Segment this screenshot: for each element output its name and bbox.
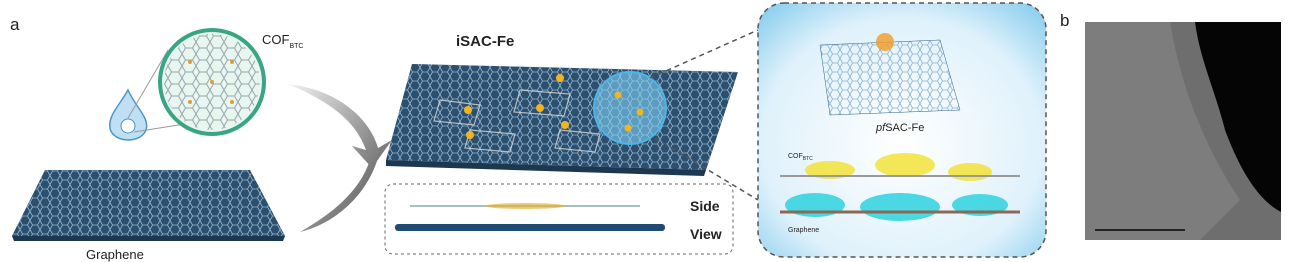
inset-graphene-label: Graphene [788,227,819,234]
arrow [288,84,392,232]
graphene-label: Graphene [86,247,144,262]
isac-sheet [386,64,738,176]
structure-prefix: pf [875,122,886,134]
inset-cof-label: COFBTC [788,153,813,162]
cof-sub: BTC [289,43,303,50]
cof-circle [158,28,266,136]
zoom-line [127,49,169,119]
zoom-line [654,137,759,201]
side-view-box [384,183,734,255]
cof-sub: BTC [803,156,813,162]
zoom-line [649,29,759,79]
panel-title: iSAC-Fe [456,33,514,50]
structure-label: pfSAC-Fe [875,122,924,134]
cof-main: COF [262,32,290,47]
inset [757,2,1047,258]
side-view-label: Side [690,198,720,214]
droplet [109,88,148,141]
microscopy-image [1085,22,1281,240]
cof-main: COF [788,153,803,160]
zoom-line [133,123,186,133]
panel-label: b [1060,11,1069,30]
panel-label: a [10,15,20,34]
graphene-sheet [12,170,285,241]
structure-name: SAC-Fe [885,122,924,134]
side-view-label: View [690,226,722,242]
cof-label: COFBTC [262,32,303,50]
